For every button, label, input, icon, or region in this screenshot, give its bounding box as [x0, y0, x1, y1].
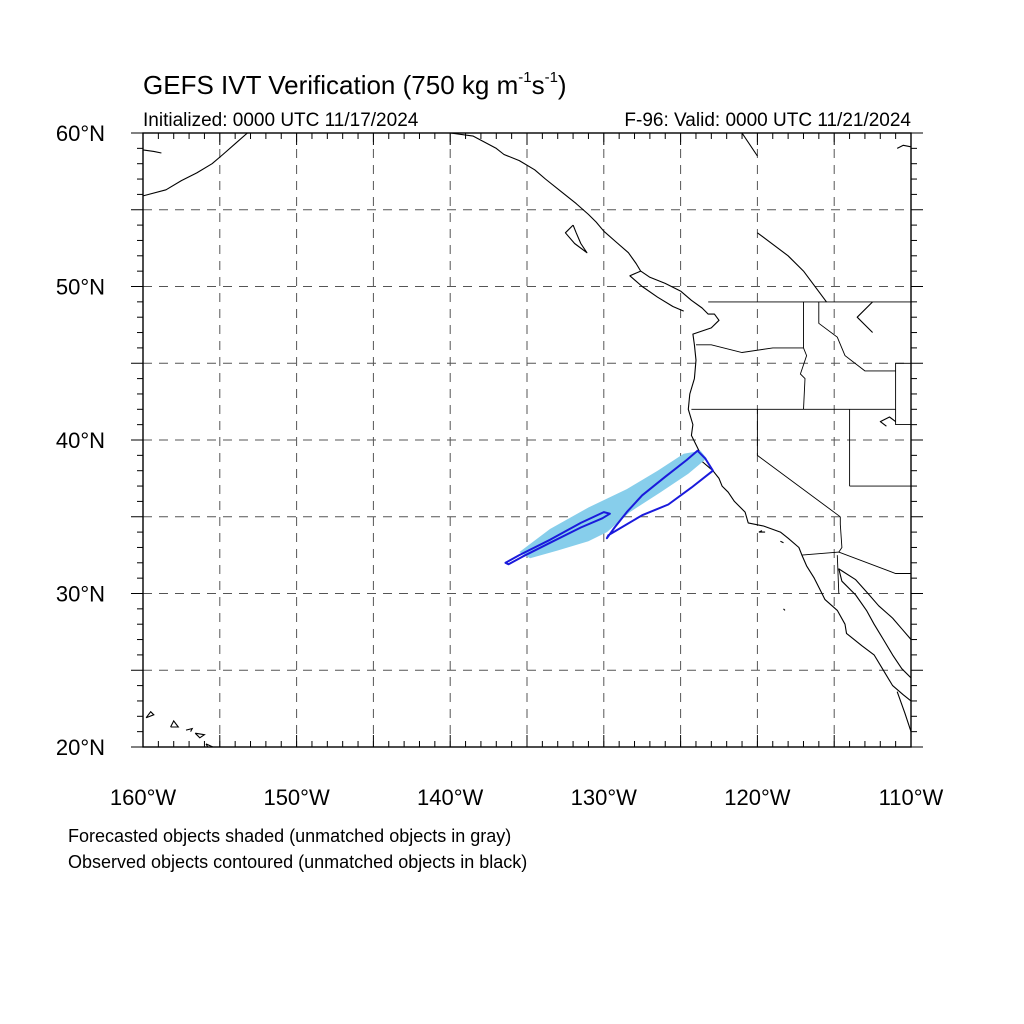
island-outline [145, 710, 155, 719]
political-border [818, 301, 896, 372]
island-outline [194, 732, 206, 739]
coastline [564, 224, 588, 254]
coastline [143, 149, 162, 154]
x-tick-label: 120°W [724, 785, 791, 810]
political-border [756, 409, 841, 518]
y-tick-label: 40°N [56, 428, 105, 453]
y-tick-label: 30°N [56, 582, 105, 607]
coastline [896, 144, 911, 149]
coastline [143, 133, 248, 197]
y-tick-label: 60°N [56, 121, 105, 146]
coastline [629, 270, 684, 312]
initialized-time: Initialized: 0000 UTC 11/17/2024 [143, 110, 419, 131]
island-outline [205, 743, 215, 747]
forecast-legend-note: Forecasted objects shaded (unmatched obj… [68, 826, 512, 846]
map-title: GEFS IVT Verification (750 kg m-1s-1) [143, 69, 567, 100]
observed-objects [504, 449, 714, 566]
coastline [450, 133, 911, 702]
coastline [879, 416, 896, 427]
gridlines [143, 133, 911, 747]
observed-ivt-contour [504, 511, 611, 566]
x-tick-label: 140°W [417, 785, 484, 810]
x-tick-label: 110°W [879, 785, 944, 810]
political-border [836, 555, 840, 594]
observed-legend-note: Observed objects contoured (unmatched ob… [68, 852, 528, 872]
x-tick-label: 130°W [571, 785, 638, 810]
coastline [757, 232, 827, 303]
coastline [741, 133, 758, 157]
y-tick-label: 50°N [56, 275, 105, 300]
y-tick-label: 20°N [56, 735, 105, 760]
axis-ticks [131, 132, 923, 748]
political-border [895, 363, 911, 426]
x-tick-label: 160°W [110, 785, 177, 810]
coastline [896, 691, 911, 732]
x-tick-label: 150°W [263, 785, 330, 810]
political-border [799, 301, 808, 410]
valid-time: F-96: Valid: 0000 UTC 11/21/2024 [624, 110, 911, 131]
island-outline [783, 608, 786, 611]
island-outline [170, 719, 180, 728]
observed-ivt-contour [605, 449, 714, 540]
island-outline [185, 727, 194, 732]
island-outline [758, 530, 766, 533]
coastline [838, 568, 911, 679]
coastlines-and-borders [143, 133, 911, 747]
political-border [801, 551, 911, 574]
coastline [856, 301, 873, 333]
island-outline [780, 540, 784, 544]
axis-labels: 160°W 150°W 140°W 130°W 120°W 110°W 20°N 30°N 40… [56, 121, 944, 810]
political-border [838, 516, 843, 553]
political-border [696, 344, 804, 353]
